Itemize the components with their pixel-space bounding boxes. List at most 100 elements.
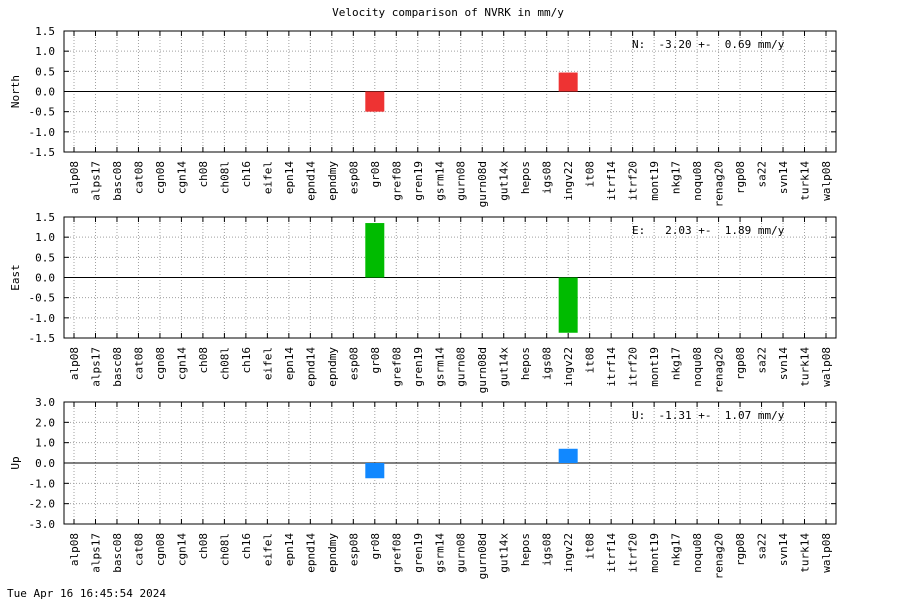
y-tick-label: 2.0 [35, 416, 55, 429]
x-tick-label: itrf20 [627, 347, 640, 387]
y-tick-label: -1.5 [29, 146, 56, 159]
x-tick-label: eifel [261, 533, 274, 566]
y-tick-label: -2.0 [29, 498, 56, 511]
x-tick-label: walp08 [820, 161, 833, 201]
bar-ingv22 [558, 448, 578, 463]
x-tick-label: cgn08 [154, 161, 167, 194]
x-tick-label: sa22 [756, 533, 769, 560]
x-tick-label: renag20 [713, 347, 726, 393]
x-tick-label: gurn08d [476, 347, 489, 393]
y-axis-label: Up [9, 456, 22, 469]
y-tick-label: 3.0 [35, 396, 55, 409]
bar-ingv22 [558, 72, 578, 92]
x-tick-label: alps17 [89, 347, 102, 387]
x-tick-label: svn14 [777, 533, 790, 566]
x-tick-label: rgp08 [734, 533, 747, 566]
x-tick-label: hepos [519, 161, 532, 194]
x-tick-label: alp08 [68, 533, 81, 566]
plot-frame [63, 216, 837, 339]
x-tick-label: itrf14 [605, 161, 618, 201]
x-tick-label: gren19 [412, 347, 425, 387]
x-tick-label: eifel [261, 161, 274, 194]
x-tick-label: ingv22 [562, 533, 575, 573]
x-tick-label: noqu08 [691, 347, 704, 387]
x-tick-label: it08 [584, 347, 597, 374]
x-tick-label: ch16 [240, 347, 253, 374]
x-tick-label: basc08 [111, 161, 124, 201]
x-tick-label: igs08 [541, 161, 554, 194]
x-tick-label: itrf14 [605, 533, 618, 573]
x-tick-label: igs08 [541, 533, 554, 566]
x-tick-label: esp08 [347, 161, 360, 194]
x-tick-label: gurn08 [455, 533, 468, 573]
stats-annotation: N: -3.20 +- 0.69 mm/y [632, 38, 785, 51]
x-tick-label: alp08 [68, 161, 81, 194]
x-tick-label: cat08 [132, 161, 145, 194]
plot-frame [63, 401, 837, 525]
x-tick-label: ch08 [197, 161, 210, 188]
x-tick-label: ingv22 [562, 347, 575, 387]
x-tick-label: epnd14 [304, 347, 317, 387]
bar-gr08 [365, 463, 385, 479]
x-tick-label: gref08 [390, 161, 403, 201]
bar-ingv22 [558, 277, 578, 333]
x-tick-label: epndmy [326, 347, 339, 387]
y-tick-label: 1.5 [35, 211, 55, 224]
x-tick-label: hepos [519, 347, 532, 380]
x-tick-label: epn14 [283, 161, 296, 194]
x-tick-label: ch08 [197, 347, 210, 374]
y-tick-label: 0.0 [35, 272, 55, 285]
x-tick-label: ch08l [218, 533, 231, 566]
x-tick-label: epnd14 [304, 533, 317, 573]
x-tick-label: cgn14 [175, 161, 188, 194]
x-tick-label: walp08 [820, 533, 833, 573]
x-tick-label: gut14x [498, 533, 511, 573]
x-tick-label: nkg17 [670, 347, 683, 380]
x-tick-label: it08 [584, 533, 597, 560]
x-tick-label: ch08l [218, 161, 231, 194]
x-tick-label: gref08 [390, 533, 403, 573]
x-tick-label: svn14 [777, 347, 790, 380]
x-tick-label: cat08 [132, 347, 145, 380]
panel-east: 1.5 1.0 0.5 0.0 -0.5 -1.0 -1.5 alp08 alps17 basc0… [9, 211, 837, 393]
x-tick-label: cgn14 [175, 533, 188, 566]
y-tick-label: -0.5 [29, 292, 56, 305]
x-tick-label: alp08 [68, 347, 81, 380]
x-tick-label: gurn08 [455, 347, 468, 387]
x-tick-label: epndmy [326, 533, 339, 573]
x-tick-label: gurn08d [476, 533, 489, 579]
x-tick-label: it08 [584, 161, 597, 188]
x-tick-label: sa22 [756, 347, 769, 374]
x-tick-label: nkg17 [670, 533, 683, 566]
y-tick-label: -1.5 [29, 332, 56, 345]
x-tick-label: igs08 [541, 347, 554, 380]
x-tick-label: gsrm14 [433, 533, 446, 573]
x-tick-label: gurn08 [455, 161, 468, 201]
x-tick-label: esp08 [347, 533, 360, 566]
y-tick-label: 1.0 [35, 437, 55, 450]
y-tick-label: 0.0 [35, 86, 55, 99]
x-tick-label: sa22 [756, 161, 769, 188]
stats-annotation: E: 2.03 +- 1.89 mm/y [632, 224, 785, 237]
x-tick-label: walp08 [820, 347, 833, 387]
x-tick-label: epnd14 [304, 161, 317, 201]
x-tick-label: rgp08 [734, 347, 747, 380]
x-tick-label: mont19 [648, 533, 661, 573]
x-tick-label: turk14 [799, 533, 812, 573]
y-tick-label: -1.0 [29, 126, 56, 139]
x-tick-label: epndmy [326, 161, 339, 201]
x-tick-label: itrf20 [627, 161, 640, 201]
y-tick-label: 0.5 [35, 251, 55, 264]
x-tick-label: gref08 [390, 347, 403, 387]
x-tick-label: basc08 [111, 533, 124, 573]
x-tick-label: svn14 [777, 161, 790, 194]
bar-gr08 [365, 91, 385, 112]
x-tick-label: cgn08 [154, 347, 167, 380]
timestamp: Tue Apr 16 16:45:54 2024 [7, 587, 166, 600]
x-tick-label: cat08 [132, 533, 145, 566]
x-tick-label: mont19 [648, 161, 661, 201]
x-tick-label: esp08 [347, 347, 360, 380]
x-tick-label: gsrm14 [433, 161, 446, 201]
x-tick-label: cgn08 [154, 533, 167, 566]
